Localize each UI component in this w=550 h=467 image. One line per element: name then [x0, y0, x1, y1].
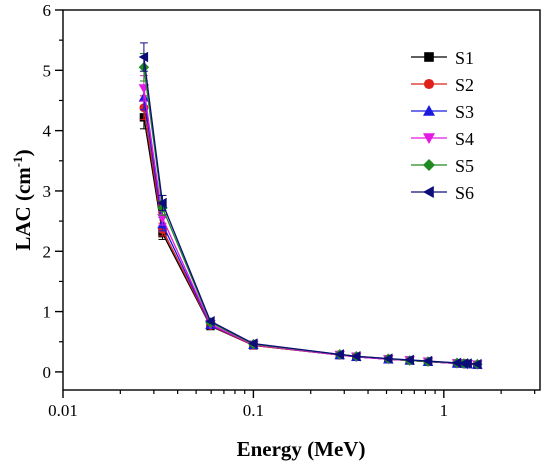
legend-marker: [423, 186, 434, 198]
y-axis-title-main: LAC (cm: [11, 167, 35, 251]
legend-marker: [423, 159, 435, 171]
legend-marker: [423, 105, 435, 116]
y-tick-label: 3: [43, 182, 52, 201]
y-tick-label: 6: [43, 1, 52, 20]
legend-label: S1: [455, 48, 474, 68]
series-S3: [138, 84, 483, 369]
data-point: [205, 315, 215, 327]
data-point: [462, 358, 472, 369]
plot-area: [138, 42, 483, 370]
series-S4: [138, 75, 483, 370]
axis-ticks: 0.01 0.1 1 0 1 2 3 4 5 6: [43, 1, 536, 420]
y-axis-title-sup: -1: [10, 156, 25, 167]
y-tick-label: 5: [43, 61, 52, 80]
plot-frame: [62, 9, 541, 391]
data-point: [451, 357, 462, 369]
legend-item-S3: S3: [411, 102, 474, 122]
y-axis-title-close: ): [11, 149, 35, 156]
x-tick-label: 1: [440, 401, 449, 420]
legend-label: S4: [455, 129, 474, 149]
y-axis-title: LAC (cm-1): [10, 149, 35, 250]
legend-marker: [423, 78, 435, 90]
y-tick-label: 4: [43, 122, 52, 141]
y-tick-label: 2: [43, 242, 52, 261]
series-line: [143, 88, 478, 366]
series-line: [143, 56, 478, 365]
data-point: [383, 353, 393, 364]
series-line: [143, 117, 478, 366]
legend-item-S5: S5: [411, 156, 474, 176]
data-point: [404, 354, 414, 366]
data-point: [472, 358, 482, 370]
legend-marker: [423, 133, 435, 144]
legend-item-S6: S6: [411, 183, 474, 203]
data-point: [157, 213, 168, 224]
legend-item-S2: S2: [411, 75, 474, 95]
legend-label: S3: [455, 102, 474, 122]
data-point: [157, 197, 167, 209]
legend-label: S2: [455, 75, 474, 95]
series-line: [143, 107, 478, 366]
legend: S1 S2 S3 S4 S5 S6: [411, 48, 474, 203]
legend-label: S5: [455, 156, 474, 176]
legend-item-S1: S1: [411, 48, 474, 68]
data-point: [248, 338, 258, 349]
x-tick-label: 0.1: [243, 401, 264, 420]
x-axis-title: Energy (MeV): [237, 437, 366, 461]
series-S5: [138, 53, 483, 370]
series-S1: [139, 105, 482, 369]
data-point: [334, 349, 344, 360]
data-point: [138, 51, 149, 63]
x-tick-label: 0.01: [48, 401, 78, 420]
legend-item-S4: S4: [411, 129, 474, 149]
data-point: [351, 350, 361, 362]
legend-label: S6: [455, 183, 474, 203]
y-tick-label: 1: [43, 303, 52, 322]
y-tick-label: 0: [43, 363, 52, 382]
series-S6: [138, 42, 482, 370]
data-point: [422, 355, 433, 367]
legend-marker: [424, 52, 434, 62]
